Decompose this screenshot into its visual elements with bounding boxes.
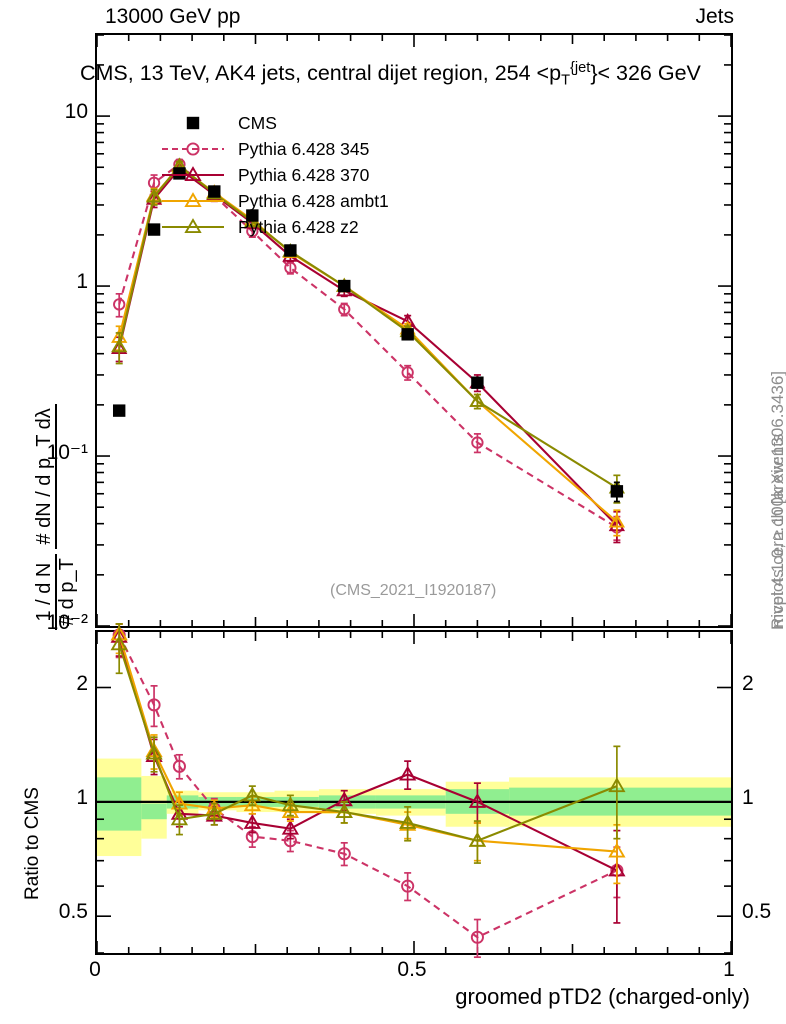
legend-key-triangle-icon bbox=[160, 189, 226, 213]
legend-key-triangle-icon bbox=[160, 215, 226, 239]
x-tick-label-2: 1 bbox=[723, 958, 735, 981]
legend-item-3[interactable]: Pythia 6.428 ambt1 bbox=[160, 188, 389, 214]
y-axis-num2: # dN / d p_T dλ bbox=[33, 408, 55, 545]
mcplots-reference-label: mcplots.cern.ch [arXiv:1306.3436] bbox=[768, 370, 786, 628]
legend-item-1[interactable]: Pythia 6.428 345 bbox=[160, 136, 389, 162]
legend-key-triangle-icon bbox=[160, 163, 226, 187]
x-tick-label-0: 0 bbox=[89, 958, 101, 981]
y-axis-label: 1 / d N # d p_T # dN / d p_T dλ bbox=[33, 404, 78, 630]
x-axis-label: groomed pTD2 (charged-only) bbox=[455, 984, 750, 1009]
legend-item-0[interactable]: CMS bbox=[160, 110, 389, 136]
y-tick-label-3: 10⁻² bbox=[46, 611, 88, 634]
legend-label-0: CMS bbox=[238, 112, 277, 133]
uncertainty-band-inner bbox=[141, 803, 167, 820]
ratio-tick-label-left-1: 1 bbox=[76, 785, 88, 809]
main-plot-panel bbox=[95, 33, 733, 628]
legend-label-4: Pythia 6.428 z2 bbox=[238, 216, 359, 237]
legend-item-2[interactable]: Pythia 6.428 370 bbox=[160, 162, 389, 188]
ratio-tick-label-right-0: 2 bbox=[742, 671, 754, 695]
ratio-plot-panel bbox=[95, 623, 733, 959]
uncertainty-band-inner bbox=[97, 777, 142, 831]
ratio-series-pythia-6-428-370 bbox=[110, 623, 626, 924]
legend-key-circle-icon bbox=[160, 137, 226, 161]
series-cms bbox=[112, 167, 624, 503]
legend-key-square-icon bbox=[160, 111, 226, 135]
ratio-axis-label: Ratio to CMS bbox=[22, 787, 43, 900]
legend-label-1: Pythia 6.428 345 bbox=[238, 138, 370, 159]
ratio-series-pythia-6-428-z2 bbox=[110, 623, 626, 864]
ratio-series-pythia-6-428-ambt1 bbox=[110, 623, 626, 885]
ratio-plot-svg bbox=[96, 623, 732, 959]
ratio-tick-label-right-2: 0.5 bbox=[742, 900, 772, 924]
ratio-tick-label-right-1: 1 bbox=[742, 785, 754, 809]
ratio-tick-label-left-0: 2 bbox=[76, 671, 88, 695]
legend-label-2: Pythia 6.428 370 bbox=[238, 164, 370, 185]
y-tick-label-1: 1 bbox=[76, 270, 88, 294]
beam-label: 13000 GeV pp bbox=[105, 5, 241, 28]
y-tick-label-0: 10 bbox=[64, 100, 88, 124]
category-label: Jets bbox=[695, 5, 734, 28]
x-tick-label-1: 0.5 bbox=[397, 958, 427, 981]
plot-title: CMS, 13 TeV, AK4 jets, central dijet reg… bbox=[80, 60, 701, 89]
legend-label-3: Pythia 6.428 ambt1 bbox=[238, 190, 389, 211]
legend: CMS Pythia 6.428 345 Pythia 6.428 370 Pythi… bbox=[160, 110, 389, 240]
ratio-tick-label-left-2: 0.5 bbox=[58, 900, 88, 924]
main-plot-svg bbox=[96, 34, 732, 627]
y-tick-label-2: 10⁻¹ bbox=[46, 441, 88, 465]
analysis-id-watermark: (CMS_2021_I1920187) bbox=[330, 582, 497, 599]
legend-item-4[interactable]: Pythia 6.428 z2 bbox=[160, 214, 389, 240]
